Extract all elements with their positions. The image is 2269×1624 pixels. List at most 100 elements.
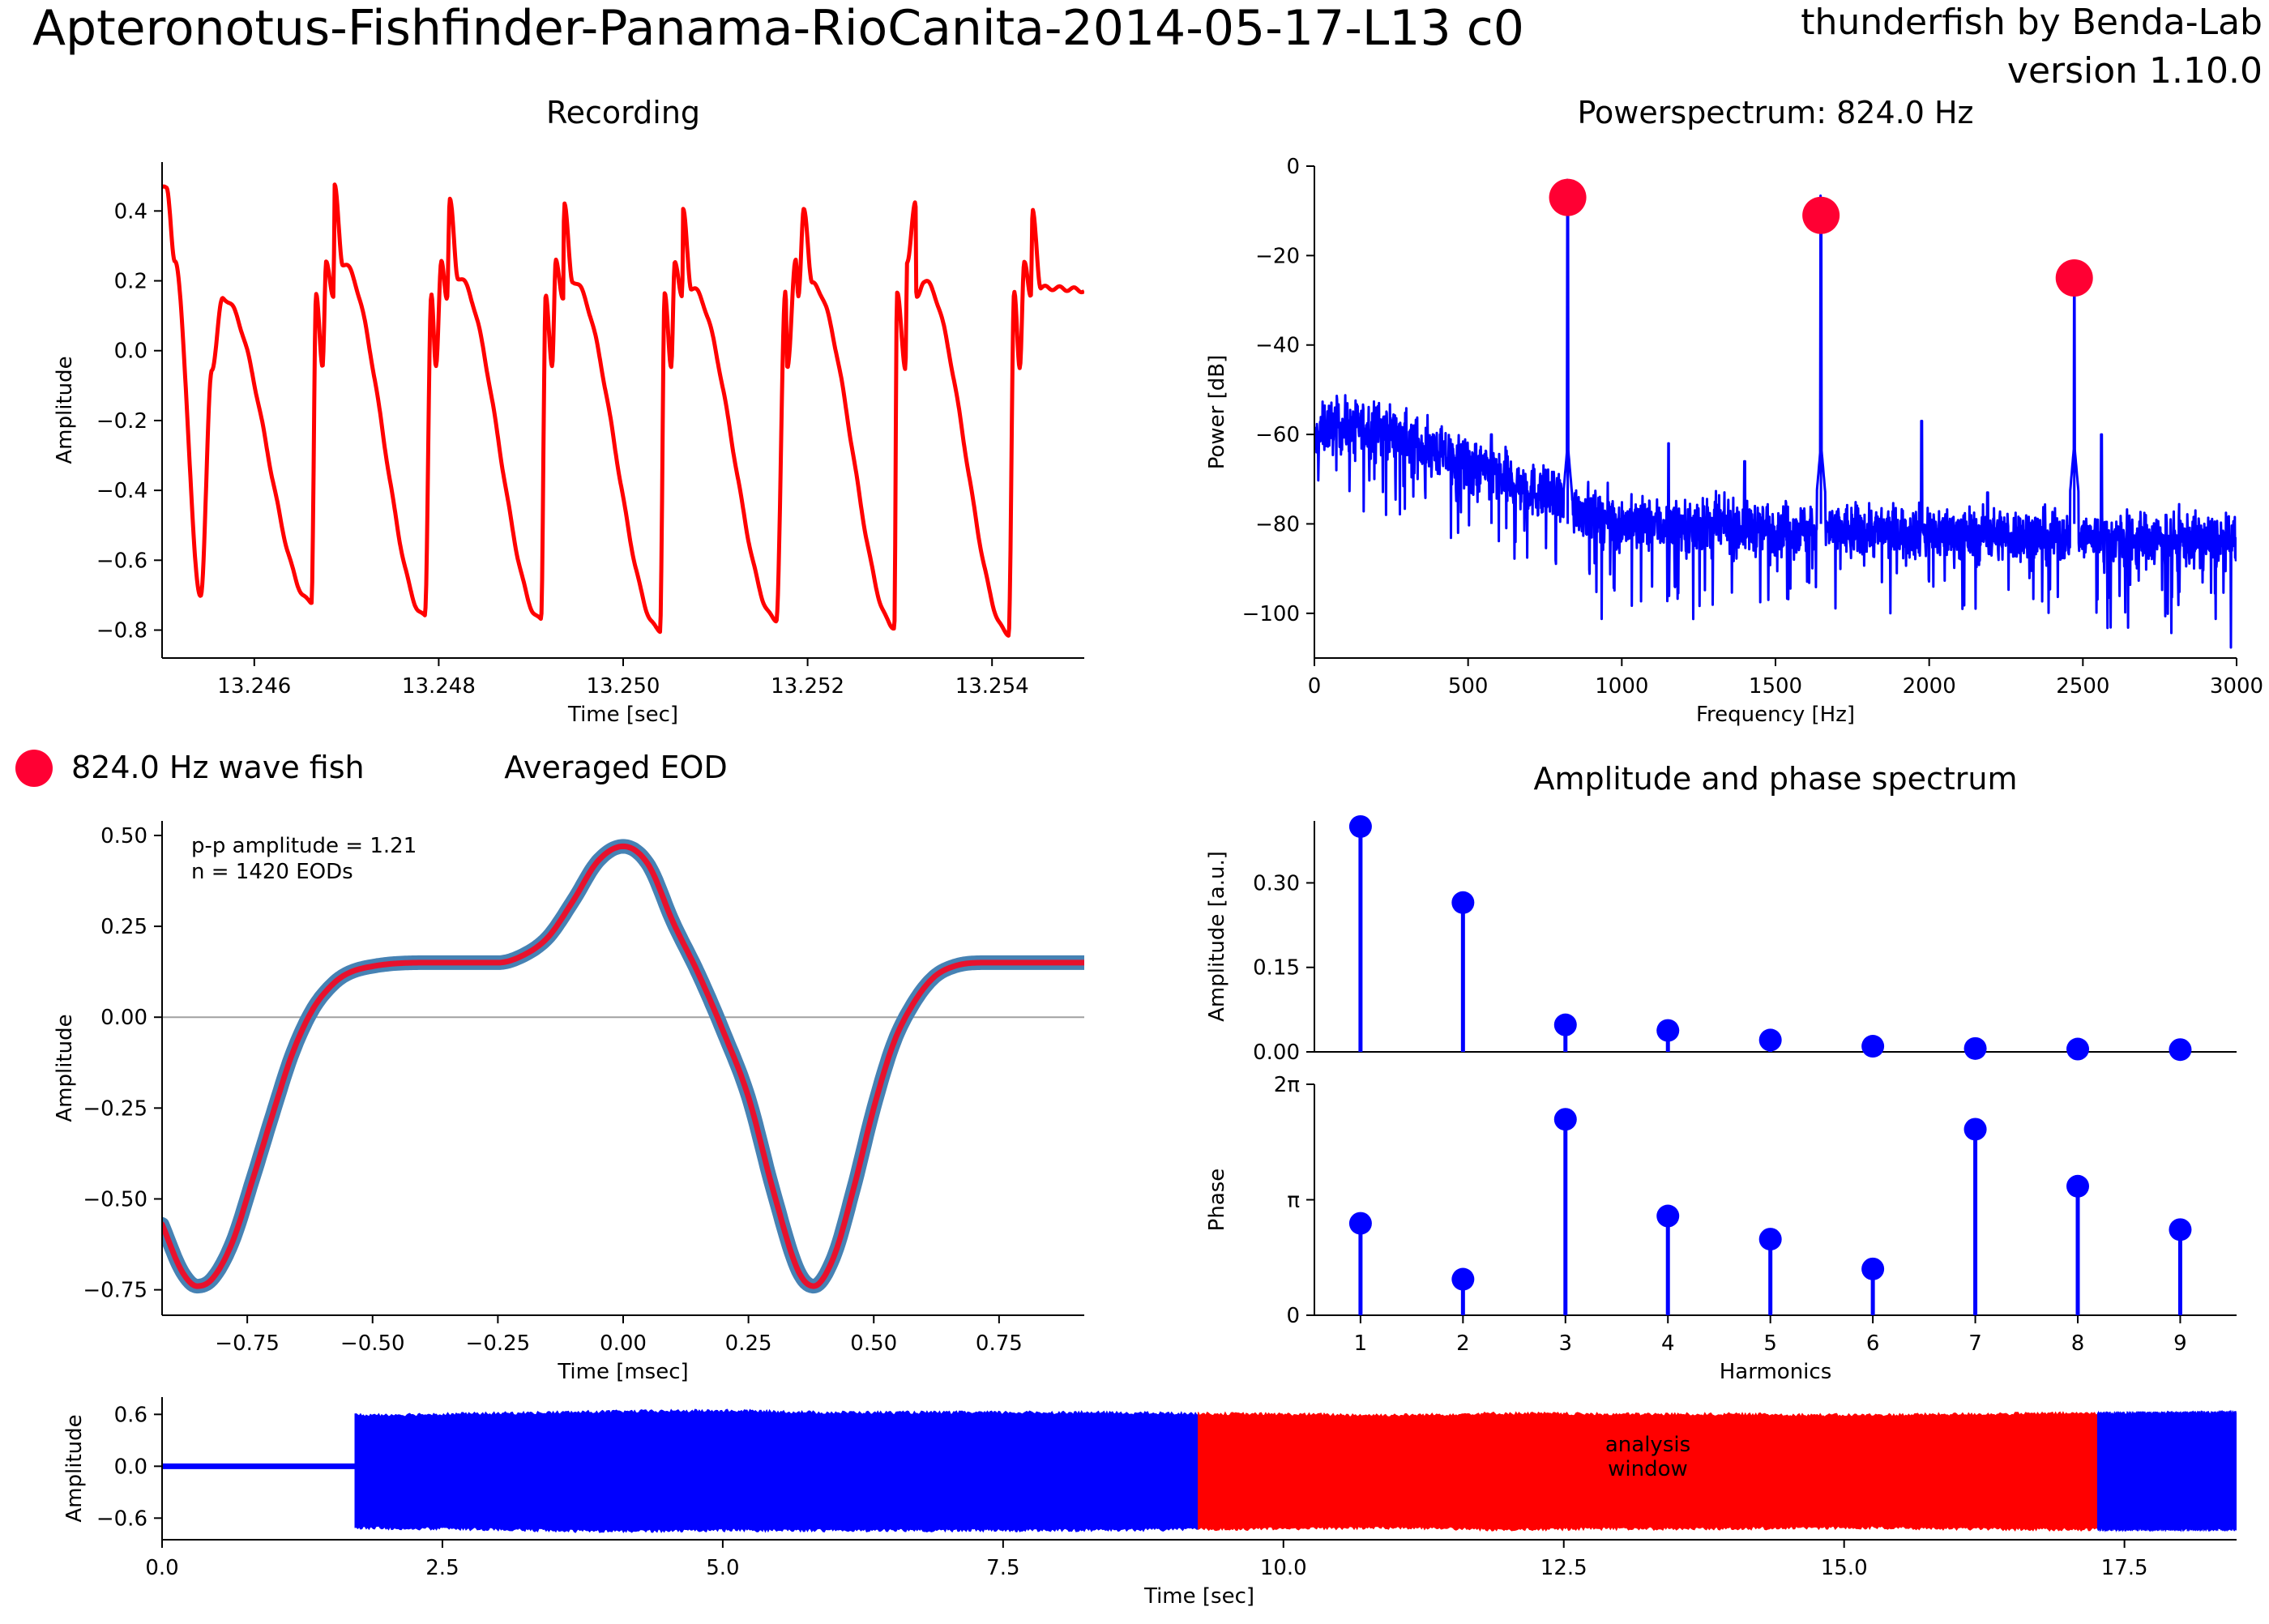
y-tick-label: 0 — [1286, 1304, 1300, 1328]
y-tick-label: −0.6 — [96, 549, 147, 573]
x-tick-label: 5 — [1763, 1331, 1777, 1356]
y-axis-label: Amplitude — [53, 1014, 77, 1122]
annotation-line: n = 1420 EODs — [191, 860, 353, 884]
x-tick-label: 12.5 — [1540, 1556, 1587, 1580]
x-axis-label: Time [sec] — [567, 703, 678, 727]
annotation-line: p-p amplitude = 1.21 — [191, 834, 417, 858]
amplitude-stem-marker — [1348, 814, 1372, 838]
x-axis-label: Time [sec] — [1143, 1584, 1254, 1609]
plot-area-eod — [162, 839, 1084, 1294]
y-tick-label: −0.8 — [96, 619, 147, 643]
y-axis-label: Amplitude — [53, 356, 77, 464]
amplitude-stem-marker — [1656, 1019, 1680, 1042]
y-tick-label: 0.0 — [114, 340, 147, 364]
x-tick-label: 13.246 — [217, 674, 291, 699]
amplitude-stem-marker — [1553, 1013, 1577, 1036]
x-axis-label: Frequency [Hz] — [1696, 703, 1855, 727]
x-tick-label: 4 — [1661, 1331, 1675, 1356]
plot-area-powerspectrum — [1314, 178, 2237, 649]
x-axis-label: Time [msec] — [557, 1360, 688, 1384]
y-tick-label: −80 — [1255, 512, 1300, 536]
panel-full_recording: −0.6 0.0 0.6 0.0 2.5 5.0 7.5 10.0 12.5 15.0 17.5 Ti… — [62, 1397, 2237, 1609]
x-tick-label: 13.252 — [771, 674, 844, 699]
y-tick-label: −0.75 — [83, 1279, 147, 1303]
x-tick-label: 5.0 — [706, 1556, 739, 1580]
amplitude-stem-marker — [1861, 1035, 1885, 1058]
y-tick-label: 0 — [1286, 155, 1300, 179]
amplitude-stem-marker — [2066, 1037, 2090, 1061]
x-tick-label: 0.75 — [976, 1331, 1023, 1356]
y-tick-label: −20 — [1255, 244, 1300, 268]
version-label: version 1.10.0 — [2006, 50, 2263, 92]
y-tick-label: 0.2 — [114, 270, 147, 294]
phase-stem-marker — [1451, 1267, 1475, 1291]
y-tick-label: 0.25 — [100, 915, 147, 939]
harmonic-peak-marker — [2055, 259, 2093, 297]
x-tick-label: 17.5 — [2101, 1556, 2148, 1580]
x-tick-label: 0.25 — [725, 1331, 772, 1356]
y-tick-label: −60 — [1255, 423, 1300, 447]
panel-amplitude_spectrum: 0.00 0.15 0.30 Amplitude [a.u.] Amplitude an… — [1205, 761, 2237, 1065]
x-tick-label: 2 — [1456, 1331, 1470, 1356]
x-tick-label: 1 — [1354, 1331, 1368, 1356]
plot-area-recording — [162, 182, 1084, 638]
legend-label: 824.0 Hz wave fish — [71, 750, 365, 785]
y-tick-label: −0.50 — [83, 1187, 147, 1212]
y-tick-label: 2π — [1274, 1073, 1300, 1097]
x-tick-label: 2500 — [2056, 674, 2109, 699]
phase-stem-marker — [1553, 1108, 1577, 1131]
plot-area-full_recording — [162, 1408, 2237, 1533]
x-tick-label: 6 — [1866, 1331, 1880, 1356]
x-tick-label: 1500 — [1749, 674, 1802, 699]
chart-title: Powerspectrum: 824.0 Hz — [1578, 95, 1974, 130]
x-axis-label: Harmonics — [1720, 1360, 1832, 1384]
eod-trace-inner — [162, 843, 1084, 1289]
y-axis-label: Amplitude [a.u.] — [1205, 851, 1229, 1022]
eod-trace-outer — [162, 839, 1084, 1294]
recording-band-before — [354, 1408, 1199, 1533]
analysis-window-label: window — [1608, 1457, 1688, 1481]
x-tick-label: 9 — [2173, 1331, 2187, 1356]
x-tick-label: 8 — [2071, 1331, 2085, 1356]
y-tick-label: 0.00 — [1253, 1041, 1300, 1065]
phase-stem-marker — [2169, 1218, 2192, 1242]
y-tick-label: −40 — [1255, 334, 1300, 358]
y-axis-label: Phase — [1205, 1169, 1229, 1232]
y-tick-label: 0.4 — [114, 199, 147, 224]
analysis-window-label: analysis — [1605, 1433, 1690, 1457]
y-axis-label: Power [dB] — [1205, 355, 1229, 470]
report-title: Apteronotus-Fishfinder-Panama-RioCanita-… — [32, 0, 1524, 57]
phase-stem-marker — [1758, 1228, 1782, 1251]
x-tick-label: 0.0 — [145, 1556, 178, 1580]
amplitude-stem-marker — [1451, 891, 1475, 914]
x-tick-label: 0.00 — [600, 1331, 647, 1356]
x-tick-label: 3 — [1559, 1331, 1573, 1356]
recording-band-after — [2096, 1409, 2237, 1533]
chart-title: Averaged EOD — [504, 750, 727, 785]
y-tick-label: 0.6 — [114, 1403, 147, 1427]
y-tick-label: 0.15 — [1253, 956, 1300, 981]
phase-stem-marker — [1348, 1212, 1372, 1235]
x-tick-label: 0 — [1308, 674, 1322, 699]
x-tick-label: 10.0 — [1260, 1556, 1307, 1580]
x-tick-label: 500 — [1448, 674, 1489, 699]
x-tick-label: 7.5 — [986, 1556, 1019, 1580]
y-tick-label: 0.50 — [100, 824, 147, 848]
x-tick-label: 1000 — [1595, 674, 1648, 699]
x-tick-label: −0.75 — [215, 1331, 280, 1356]
x-tick-label: −0.50 — [340, 1331, 405, 1356]
x-tick-label: 7 — [1968, 1331, 1982, 1356]
y-tick-label: −100 — [1242, 602, 1300, 626]
y-tick-label: −0.2 — [96, 409, 147, 434]
panel-powerspectrum: −100 −80 −60 −40 −20 0 0 500 1000 1500 2000 2500 300… — [1205, 95, 2263, 727]
panel-phase_spectrum: 0 π 2π 1 2 3 4 5 6 7 8 9 Harmonics Phase — [1205, 1073, 2237, 1384]
y-axis-label: Amplitude — [62, 1414, 87, 1522]
x-tick-label: 0.50 — [850, 1331, 897, 1356]
x-tick-label: 2000 — [1903, 674, 1956, 699]
power-spectrum-trace — [1314, 178, 2237, 649]
x-tick-label: 15.0 — [1821, 1556, 1868, 1580]
phase-stem-marker — [1861, 1257, 1885, 1280]
amplitude-stem-marker — [1758, 1028, 1782, 1052]
